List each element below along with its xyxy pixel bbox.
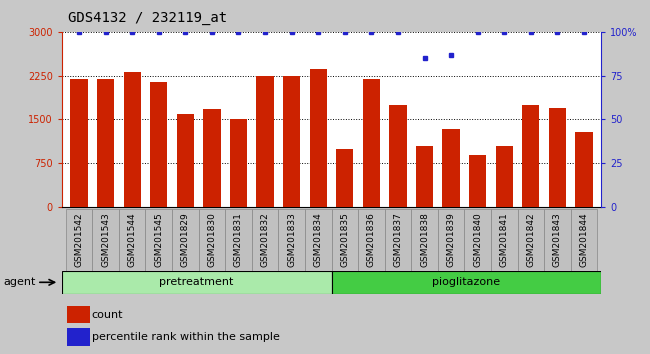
Text: GSM201829: GSM201829 (181, 212, 190, 267)
Bar (416, 146, 433, 207)
Text: count: count (92, 310, 124, 320)
Bar (309, 69, 327, 207)
Text: GSM201843: GSM201843 (553, 212, 562, 267)
Bar (517, 209, 544, 271)
Bar (389, 105, 407, 207)
Bar (469, 155, 486, 207)
Text: GSM201842: GSM201842 (526, 212, 536, 267)
Bar (124, 72, 141, 207)
Bar (363, 79, 380, 207)
Text: agent: agent (3, 277, 36, 287)
Text: GSM201830: GSM201830 (207, 212, 216, 267)
Text: pioglitazone: pioglitazone (432, 277, 500, 287)
Bar (177, 114, 194, 207)
Bar (385, 209, 411, 271)
Text: GSM201844: GSM201844 (580, 212, 588, 267)
Text: GSM201837: GSM201837 (393, 212, 402, 267)
Bar (150, 81, 168, 207)
Bar (92, 209, 119, 271)
Bar (67, 306, 90, 323)
Bar (464, 209, 491, 271)
Bar (66, 209, 92, 271)
Bar (283, 76, 300, 207)
Bar (575, 132, 593, 207)
Text: GSM201840: GSM201840 (473, 212, 482, 267)
Text: GSM201542: GSM201542 (75, 212, 83, 267)
Bar (443, 129, 460, 207)
Text: GSM201839: GSM201839 (447, 212, 456, 267)
Text: GSM201835: GSM201835 (341, 212, 349, 267)
Bar (199, 209, 225, 271)
Bar (544, 209, 571, 271)
Text: GSM201543: GSM201543 (101, 212, 110, 267)
Bar (256, 76, 274, 207)
Text: GSM201831: GSM201831 (234, 212, 243, 267)
Bar (225, 209, 252, 271)
Bar (495, 146, 513, 207)
Bar (230, 120, 247, 207)
Bar (146, 209, 172, 271)
Bar (336, 149, 354, 207)
Bar (332, 209, 358, 271)
Bar (358, 209, 385, 271)
Text: GSM201545: GSM201545 (154, 212, 163, 267)
Text: percentile rank within the sample: percentile rank within the sample (92, 332, 280, 342)
Text: GSM201836: GSM201836 (367, 212, 376, 267)
Bar (67, 328, 90, 346)
Bar (491, 209, 517, 271)
Text: GDS4132 / 232119_at: GDS4132 / 232119_at (68, 11, 228, 25)
Text: GSM201834: GSM201834 (314, 212, 322, 267)
Bar (97, 79, 114, 207)
Text: GSM201544: GSM201544 (127, 212, 136, 267)
Bar (70, 79, 88, 207)
Text: GSM201833: GSM201833 (287, 212, 296, 267)
Bar (438, 209, 464, 271)
Bar (172, 209, 199, 271)
Bar (411, 209, 438, 271)
Bar (278, 209, 305, 271)
Bar (332, 271, 601, 294)
Bar (571, 209, 597, 271)
Bar (62, 271, 332, 294)
Text: GSM201841: GSM201841 (500, 212, 509, 267)
Text: pretreatment: pretreatment (159, 277, 234, 287)
Bar (305, 209, 332, 271)
Bar (203, 109, 220, 207)
Bar (119, 209, 146, 271)
Bar (252, 209, 278, 271)
Text: GSM201832: GSM201832 (261, 212, 270, 267)
Bar (549, 108, 566, 207)
Bar (522, 105, 540, 207)
Text: GSM201838: GSM201838 (420, 212, 429, 267)
